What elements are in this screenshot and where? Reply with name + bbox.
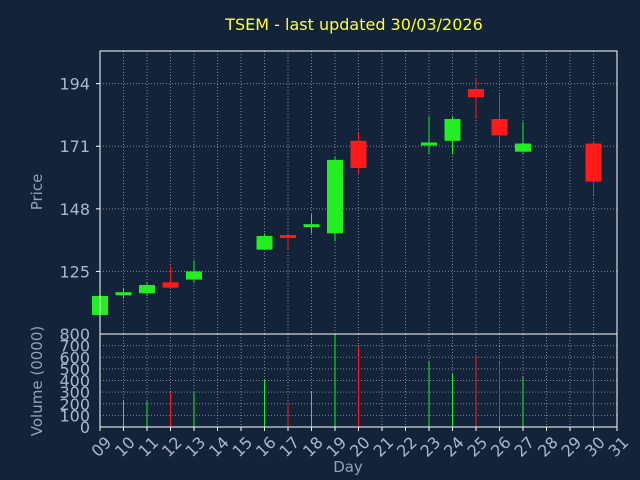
price-y-tick-labels: 125 148 171 194 <box>59 75 100 281</box>
price-grid <box>100 51 617 334</box>
volume-y-tick-label: 300 <box>59 383 90 402</box>
price-y-tick-label: 125 <box>59 262 90 281</box>
volume-bars <box>123 334 594 427</box>
volume-y-tick-label: 500 <box>59 360 90 379</box>
x-axis-label: Day <box>333 458 363 476</box>
candle-body-13 <box>186 271 202 280</box>
price-axis-label: Price <box>28 174 46 211</box>
candle-body-26 <box>491 119 508 136</box>
candle-body-30 <box>585 143 602 182</box>
price-y-tick-label: 194 <box>59 75 90 94</box>
candle-body-24 <box>444 119 461 141</box>
volume-y-tick-label: 100 <box>59 406 90 425</box>
x-tick-label: 31 <box>604 433 632 461</box>
volume-y-tick-label: 400 <box>59 372 90 391</box>
candle-body-25 <box>468 89 484 98</box>
candle-body-12 <box>162 282 179 288</box>
price-y-tick-label: 171 <box>59 137 90 156</box>
candle-body-11 <box>139 285 155 294</box>
volume-y-tick-label: 700 <box>59 337 90 356</box>
candle-body-17 <box>280 235 296 239</box>
candle-body-23 <box>421 142 437 146</box>
chart-title: TSEM - last updated 30/03/2026 <box>224 15 483 34</box>
volume-y-tick-label: 800 <box>59 325 90 344</box>
candle-body-10 <box>115 292 132 296</box>
volume-y-tick-label: 0 <box>80 418 90 437</box>
x-tick-labels: 0910111213141516171819202122232425262728… <box>87 427 632 461</box>
volume-y-tick-label: 200 <box>59 395 90 414</box>
candle-body-16 <box>256 236 273 250</box>
candle-body-27 <box>515 143 531 152</box>
candle-body-19 <box>327 159 343 234</box>
volume-y-tick-label: 600 <box>59 348 90 367</box>
volume-axis-label: Volume (0000) <box>28 326 46 436</box>
price-candles <box>92 78 602 318</box>
candle-body-18 <box>303 224 320 228</box>
price-y-tick-label: 148 <box>59 200 90 219</box>
candle-body-20 <box>350 140 367 169</box>
